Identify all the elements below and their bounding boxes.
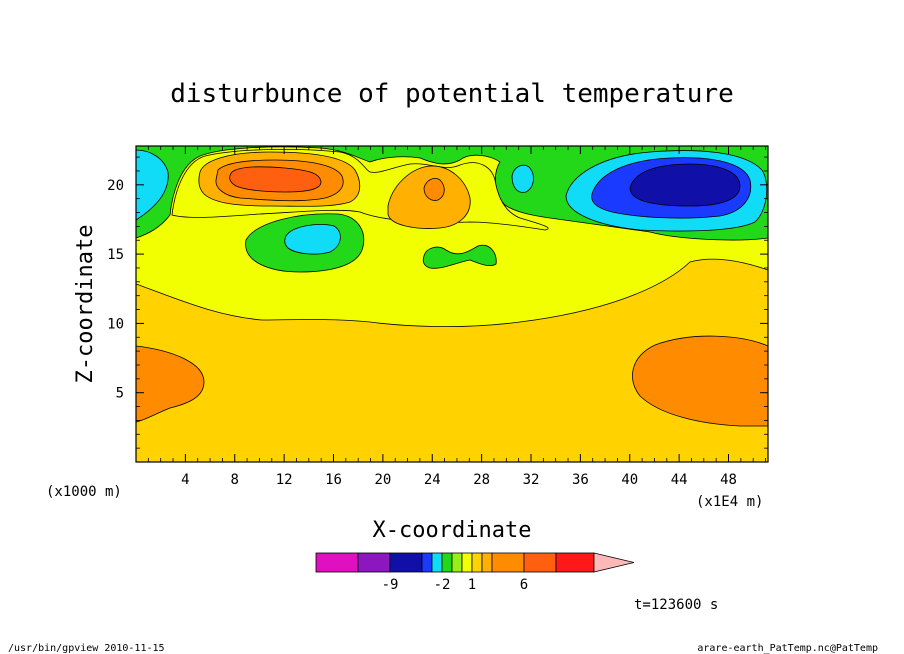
contour-fill — [136, 146, 768, 462]
x-tick-label: 4 — [181, 472, 189, 488]
x-tick-label: 36 — [572, 472, 589, 488]
chart-title: disturbunce of potential temperature — [170, 79, 734, 109]
colorbar-swatch — [315, 552, 359, 573]
x-tick-label: 20 — [374, 472, 391, 488]
x-tick-label: 16 — [325, 472, 342, 488]
contour-region-orange3-top — [229, 166, 322, 193]
contour-region-blue-core — [629, 163, 741, 207]
colorbar-swatch — [523, 552, 557, 573]
colorbar-label: 6 — [520, 577, 528, 593]
x-axis-label: X-coordinate — [373, 518, 532, 543]
colorbar-label: -9 — [382, 577, 399, 593]
colorbar-swatch — [441, 552, 453, 573]
contour-region-cyan-mid — [284, 224, 341, 255]
footer-right: arare-earth_PatTemp.nc@PatTemp — [697, 643, 878, 654]
plot-frame — [135, 145, 769, 463]
colorbar-swatch — [421, 552, 433, 573]
x-tick-label: 28 — [473, 472, 490, 488]
colorbar-swatch — [491, 552, 525, 573]
colorbar-swatch — [451, 552, 463, 573]
colorbar-label: -2 — [434, 577, 451, 593]
y-axis-label: Z-coordinate — [73, 225, 98, 384]
x-tick-label: 12 — [276, 472, 293, 488]
colorbar: -9 -2 1 6 — [315, 552, 635, 593]
y-tick-label: 20 — [107, 178, 124, 194]
contour-region-green-small — [422, 244, 497, 269]
y-unit-label: (x1000 m) — [46, 484, 122, 500]
colorbar-swatch — [471, 552, 483, 573]
colorbar-swatch — [461, 552, 473, 573]
colorbar-swatch — [555, 552, 595, 573]
colorbar-label: 1 — [468, 577, 476, 593]
colorbar-swatch — [357, 552, 391, 573]
x-tick-label: 32 — [523, 472, 540, 488]
y-tick-label: 10 — [107, 316, 124, 332]
time-label: t=123600 s — [634, 597, 718, 613]
x-unit-label: (x1E4 m) — [696, 494, 763, 510]
x-tick-label: 44 — [671, 472, 688, 488]
colorbar-swatch — [389, 552, 423, 573]
contour-region-orange-right — [632, 335, 768, 427]
y-tick-label: 5 — [116, 386, 124, 402]
footer-left: /usr/bin/gpview 2010-11-15 — [8, 643, 165, 654]
y-tick-label: 15 — [107, 247, 124, 263]
x-tick-label: 48 — [720, 472, 737, 488]
contour-region-cyan-small — [511, 164, 534, 193]
x-tick-label: 24 — [424, 472, 441, 488]
x-tick-label: 40 — [621, 472, 638, 488]
contour-region-orange-left — [136, 345, 205, 423]
x-tick-label: 8 — [231, 472, 239, 488]
contour-region-orange2-mid — [423, 178, 445, 201]
colorbar-swatch — [481, 552, 493, 573]
contour-region-cyan-left — [136, 149, 169, 221]
colorbar-swatch — [431, 552, 443, 573]
colorbar-arrow — [593, 552, 635, 573]
